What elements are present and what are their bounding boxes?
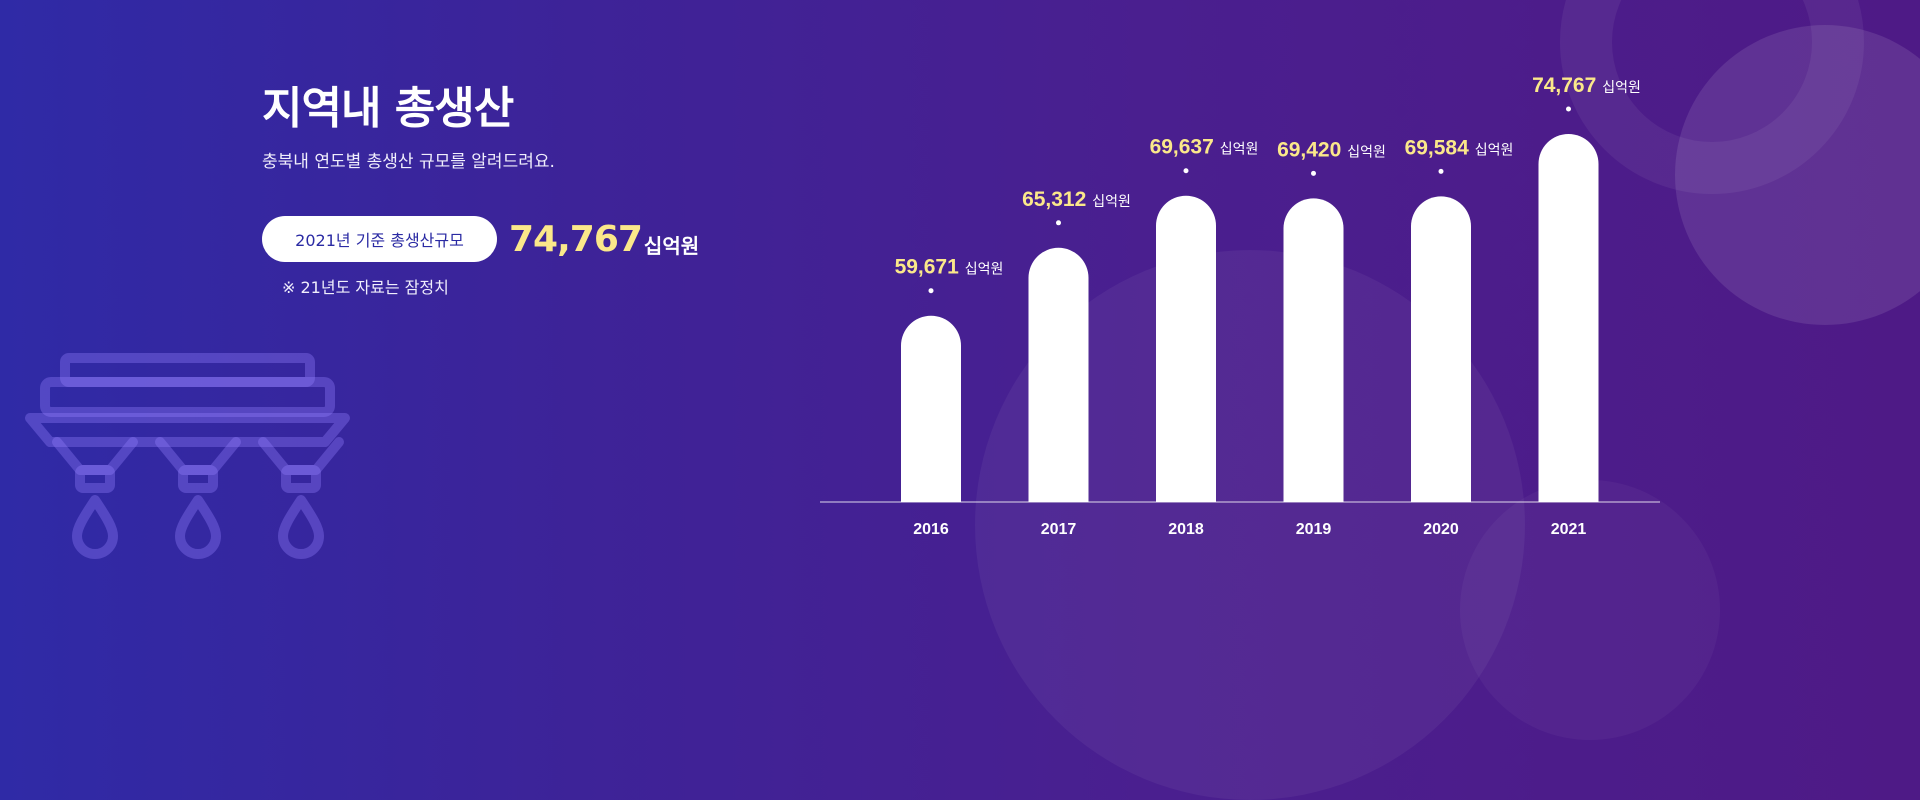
- bar-dot-2021: [1566, 106, 1571, 112]
- highlight-value: 74,767: [509, 218, 643, 260]
- data-label-value: 69,584: [1405, 136, 1470, 159]
- bar-dot-2019: [1311, 170, 1316, 176]
- data-label-value: 74,767: [1532, 74, 1596, 97]
- highlight-unit: 십억원: [643, 233, 700, 258]
- x-tick-label-2017: 2017: [1041, 521, 1077, 538]
- x-tick-label-2021: 2021: [1551, 521, 1587, 538]
- x-tick-label-2019: 2019: [1296, 521, 1332, 538]
- bar-dot-2017: [1056, 220, 1061, 226]
- data-label-2021: 74,767 십억원: [1532, 74, 1641, 97]
- x-tick-label-2020: 2020: [1423, 521, 1459, 538]
- data-label-value: 59,671: [895, 256, 960, 279]
- data-label-2020: 69,584 십억원: [1405, 136, 1514, 159]
- bar-dot-2018: [1183, 168, 1189, 174]
- data-label-unit: 십억원: [1220, 142, 1259, 158]
- data-label-2017: 65,312 십억원: [1022, 188, 1131, 211]
- x-tick-label-2018: 2018: [1168, 521, 1204, 538]
- data-label-value: 65,312: [1022, 188, 1086, 211]
- page-title: 지역내 총생산: [262, 83, 514, 134]
- data-label-unit: 십억원: [965, 262, 1004, 278]
- data-label-unit: 십억원: [1347, 144, 1386, 160]
- summary-panel: 지역내 총생산 충북내 연도별 총생산 규모를 알려드려요. 2021년 기준 …: [262, 80, 722, 298]
- x-tick-label-2016: 2016: [913, 521, 949, 538]
- page-subtitle: 충북내 연도별 총생산 규모를 알려드려요.: [262, 152, 555, 172]
- data-label-unit: 십억원: [1602, 80, 1641, 96]
- bar-2019: [1283, 198, 1344, 502]
- data-label-2019: 69,420 십억원: [1277, 138, 1386, 161]
- bar-2021: [1538, 134, 1599, 502]
- data-label-unit: 십억원: [1092, 194, 1131, 210]
- data-label-2016: 59,671 십억원: [895, 256, 1004, 279]
- bar-2020: [1411, 196, 1471, 502]
- bar-dot-2016: [928, 288, 934, 294]
- provisional-note: ※ 21년도 자료는 잠정치: [282, 278, 449, 297]
- bar-dot-2020: [1438, 168, 1444, 174]
- highlight-row: 2021년 기준 총생산규모 74,767 십억원: [262, 216, 722, 262]
- data-label-unit: 십억원: [1475, 142, 1514, 158]
- bar-2017: [1028, 247, 1089, 502]
- data-label-2018: 69,637 십억원: [1150, 136, 1259, 159]
- data-label-value: 69,637: [1150, 136, 1214, 159]
- factory-icon: [25, 353, 350, 559]
- bar-2016: [901, 315, 961, 502]
- bar-2018: [1156, 195, 1216, 502]
- data-label-value: 69,420: [1277, 138, 1341, 161]
- highlight-label-pill: 2021년 기준 총생산규모: [262, 216, 497, 262]
- bar-chart: 59,671 십억원 2016 65,312 십억원 2017 69,637 십억원 2018 6…: [820, 74, 1660, 538]
